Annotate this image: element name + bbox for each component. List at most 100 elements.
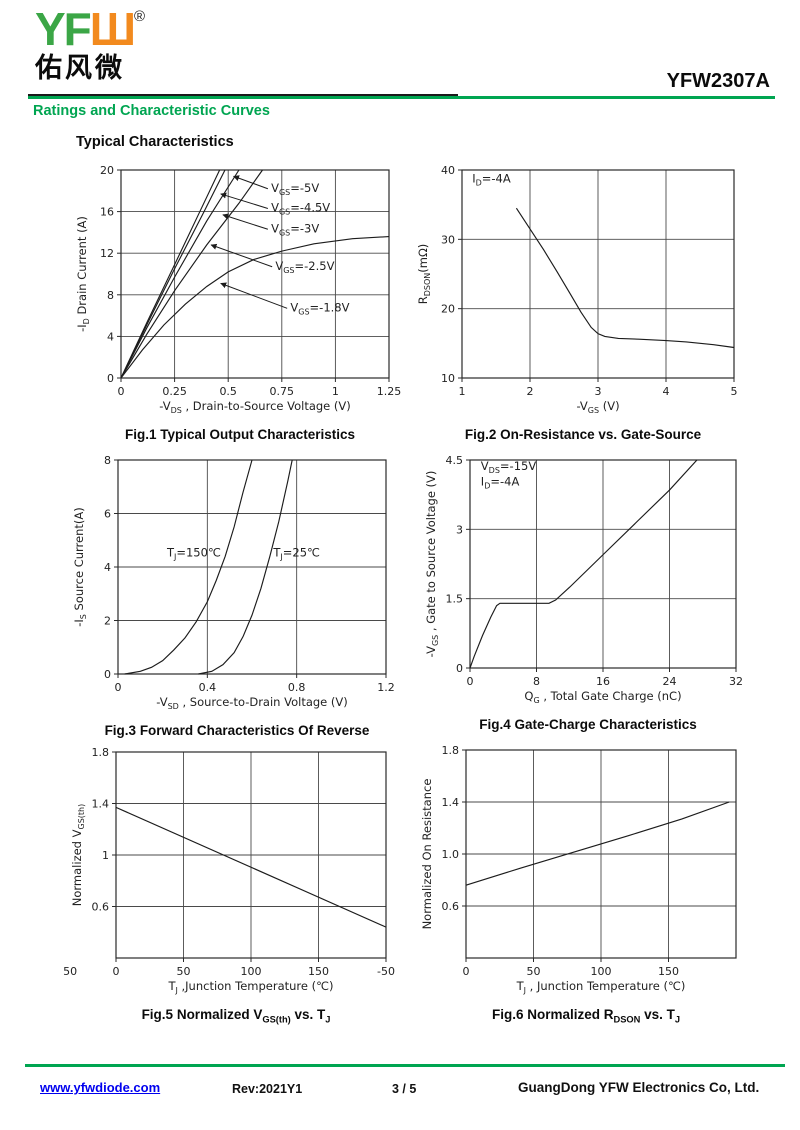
svg-text:1.5: 1.5 — [446, 593, 464, 606]
svg-text:1.0: 1.0 — [442, 848, 460, 861]
svg-text:RDSON(mΩ): RDSON(mΩ) — [416, 244, 432, 305]
fig6-chart: 0 50 100 150 0.6 1.0 1.4 1.8 TJ , Junction Tempe… — [420, 744, 737, 995]
svg-text:VGS=-1.8V: VGS=-1.8V — [290, 300, 349, 316]
svg-text:VGS=-5V: VGS=-5V — [271, 181, 319, 197]
svg-text:16: 16 — [100, 206, 114, 219]
revision-label: Rev:2021Y1 — [232, 1082, 303, 1096]
fig1-caption: Fig.1 Typical Output Characteristics — [124, 427, 356, 442]
fig3-chart: 0 0.4 0.8 1.2 0 2 4 6 8 -VSD , Source-to-Drain Vo… — [72, 454, 395, 711]
svg-text:40: 40 — [441, 164, 455, 177]
fig2-caption: Fig.2 On-Resistance vs. Gate-Source — [464, 427, 702, 442]
svg-text:3: 3 — [595, 385, 602, 398]
svg-text:0: 0 — [467, 675, 474, 688]
fig1-chart: 0 0.25 0.5 0.75 1 1.25 0 4 8 12 16 20 -VDS , Drain-t… — [75, 164, 402, 415]
page-heading: Typical Characteristics — [76, 134, 234, 150]
svg-text:1.4: 1.4 — [442, 796, 460, 809]
svg-text:12: 12 — [100, 247, 114, 260]
fig4-caption: Fig.4 Gate-Charge Characteristics — [479, 717, 697, 732]
svg-text:VGS=-4.5V: VGS=-4.5V — [271, 201, 330, 217]
svg-text:-VGS (V): -VGS (V) — [576, 399, 619, 415]
svg-text:VDS=-15V: VDS=-15V — [481, 459, 537, 475]
svg-text:0.25: 0.25 — [162, 385, 187, 398]
svg-text:50: 50 — [177, 965, 191, 978]
page-number: 3 / 5 — [392, 1082, 417, 1096]
section-title: Ratings and Characteristic Curves — [33, 103, 270, 119]
svg-text:1: 1 — [459, 385, 466, 398]
logo-yf-text: YF — [35, 3, 92, 55]
header-rule-black — [28, 94, 458, 96]
company-logo: YFШ® 佑风微 — [35, 6, 145, 82]
figure-fig4: 0 8 16 24 32 0 1.5 3 4.5 QG , Total Gate Charge (… — [424, 446, 752, 732]
svg-text:0: 0 — [113, 965, 120, 978]
logo-chinese-text: 佑风微 — [35, 53, 125, 84]
company-name: GuangDong YFW Electronics Co, Ltd. — [518, 1080, 760, 1095]
svg-text:32: 32 — [729, 675, 743, 688]
part-number: YFW2307A — [666, 70, 770, 92]
svg-text:0: 0 — [463, 965, 470, 978]
svg-text:8: 8 — [107, 289, 114, 302]
svg-text:1: 1 — [102, 849, 109, 862]
svg-text:4.5: 4.5 — [446, 454, 464, 467]
svg-text:1: 1 — [332, 385, 339, 398]
svg-text:150: 150 — [658, 965, 679, 978]
svg-text:16: 16 — [596, 675, 610, 688]
svg-text:0.5: 0.5 — [219, 385, 237, 398]
svg-text:4: 4 — [663, 385, 670, 398]
svg-text:0.6: 0.6 — [442, 900, 460, 913]
svg-text:-VGS , Gate to Source Voltage: -VGS , Gate to Source Voltage (V) — [424, 471, 440, 658]
fig5-caption: Fig.5 Normalized VGS(th) vs. TJ — [141, 1007, 331, 1025]
svg-text:Normalized On Resistance: Normalized On Resistance — [420, 779, 434, 930]
svg-text:20: 20 — [441, 303, 455, 316]
svg-text:30: 30 — [441, 233, 455, 246]
svg-text:50: 50 — [527, 965, 541, 978]
website-link[interactable]: www.yfwdiode.com — [40, 1080, 161, 1095]
svg-text:VGS=-3V: VGS=-3V — [271, 221, 319, 237]
svg-text:-VSD , Source-to-Drain Voltage: -VSD , Source-to-Drain Voltage (V) — [156, 695, 348, 711]
svg-text:50: 50 — [63, 965, 77, 978]
fig2-chart: 1 2 3 4 5 10 20 30 40 -VGS (V) RDSON(mΩ) ID=-4A — [416, 164, 738, 415]
svg-text:1.8: 1.8 — [442, 744, 460, 757]
svg-text:1.2: 1.2 — [377, 681, 395, 694]
svg-text:TJ ,Junction Temperature (℃): TJ ,Junction Temperature (℃) — [167, 979, 333, 995]
svg-text:1.8: 1.8 — [92, 746, 110, 759]
logo-w-icon: Ш — [89, 3, 136, 55]
svg-text:-IS Source Current(A): -IS Source Current(A) — [72, 507, 88, 626]
svg-text:-VDS , Drain-to-Source Voltage: -VDS , Drain-to-Source Voltage (V) — [159, 399, 351, 415]
svg-text:20: 20 — [100, 164, 114, 177]
svg-text:0: 0 — [456, 662, 463, 675]
svg-text:0: 0 — [115, 681, 122, 694]
svg-text:4: 4 — [107, 330, 114, 343]
svg-text:6: 6 — [104, 508, 111, 521]
svg-text:0: 0 — [107, 372, 114, 385]
svg-text:TJ=25℃: TJ=25℃ — [272, 545, 320, 561]
svg-text:0: 0 — [104, 668, 111, 681]
svg-text:4: 4 — [104, 561, 111, 574]
figure-fig5: 0 50 100 150 -50 50 0.6 1 1.4 1.8 TJ ,Junction Tem… — [63, 738, 402, 1025]
svg-text:0.75: 0.75 — [270, 385, 295, 398]
fig5-chart: 0 50 100 150 -50 50 0.6 1 1.4 1.8 TJ ,Junction Tem… — [63, 746, 395, 995]
svg-text:8: 8 — [533, 675, 540, 688]
svg-text:24: 24 — [663, 675, 677, 688]
svg-text:ID=-4A: ID=-4A — [481, 474, 520, 490]
svg-text:0.4: 0.4 — [199, 681, 217, 694]
svg-text:0: 0 — [118, 385, 125, 398]
svg-text:-50: -50 — [377, 965, 395, 978]
svg-text:0.8: 0.8 — [288, 681, 306, 694]
footer-rule-green — [25, 1064, 785, 1067]
fig6-caption: Fig.6 Normalized RDSON vs. TJ — [491, 1007, 681, 1025]
svg-text:5: 5 — [731, 385, 738, 398]
svg-text:1.4: 1.4 — [92, 798, 110, 811]
svg-text:100: 100 — [591, 965, 612, 978]
svg-text:QG , Total Gate Charge (nC): QG , Total Gate Charge (nC) — [524, 689, 681, 705]
svg-text:1.25: 1.25 — [377, 385, 402, 398]
figure-fig1: 0 0.25 0.5 0.75 1 1.25 0 4 8 12 16 20 -VDS , Drain-t… — [75, 156, 405, 442]
svg-text:TJ , Junction Temperature (℃): TJ , Junction Temperature (℃) — [516, 979, 686, 995]
svg-text:2: 2 — [104, 615, 111, 628]
fig3-caption: Fig.3 Forward Characteristics Of Reverse — [104, 723, 370, 738]
svg-text:2: 2 — [527, 385, 534, 398]
header-rule-green — [28, 96, 775, 99]
registered-trademark-icon: ® — [134, 8, 146, 25]
figure-fig3: 0 0.4 0.8 1.2 0 2 4 6 8 -VSD , Source-to-Drain Vo… — [72, 446, 402, 738]
figure-fig6: 0 50 100 150 0.6 1.0 1.4 1.8 TJ , Junction Tempe… — [420, 736, 752, 1025]
svg-text:10: 10 — [441, 372, 455, 385]
